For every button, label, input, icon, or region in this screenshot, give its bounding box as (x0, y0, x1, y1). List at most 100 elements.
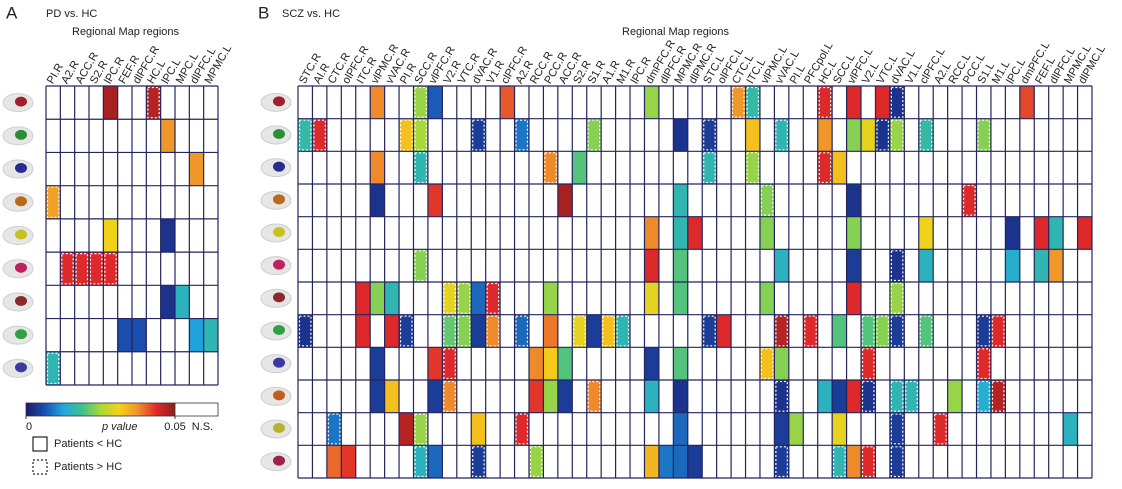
heatmap-cell (889, 412, 905, 446)
heatmap-cell (687, 216, 703, 250)
heatmap-cell (774, 380, 789, 413)
dashed-outline (890, 315, 904, 347)
heatmap-cell (543, 314, 558, 348)
dashed-outline (515, 119, 529, 151)
dashed-outline (602, 315, 615, 347)
heatmap-cell (644, 86, 659, 119)
dashed-outline (298, 119, 312, 151)
heatmap-cell (1063, 412, 1078, 446)
dashed-outline (861, 315, 875, 347)
heatmap-cell (673, 184, 688, 217)
x-axis-label: Regional Map regions (72, 26, 180, 38)
brain-region (273, 96, 285, 107)
brain-region (273, 161, 285, 172)
dashed-outline (760, 184, 774, 216)
heatmap-cell (370, 151, 385, 184)
heatmap-cell (889, 314, 905, 348)
heatmap-cell (442, 380, 457, 413)
heatmap-cell (947, 380, 963, 413)
colorbar-tick-label: 0.05 (164, 421, 185, 433)
heatmap-cell (355, 314, 371, 348)
brain-region (15, 229, 27, 240)
dashed-outline (804, 315, 817, 347)
heatmap-cell (774, 314, 789, 348)
heatmap-cell (861, 347, 876, 380)
dashed-outline (890, 86, 904, 118)
heatmap-cell (384, 380, 400, 413)
brain-region (15, 295, 27, 306)
heatmap-cell (846, 282, 862, 315)
heatmap-cell (861, 314, 876, 348)
dashed-outline (991, 315, 1005, 347)
brain-region (273, 259, 285, 270)
heatmap-cell (500, 86, 515, 119)
dashed-outline (919, 119, 933, 151)
heatmap-cell (875, 86, 890, 119)
heatmap-cell (341, 445, 356, 478)
dashed-outline (544, 152, 557, 184)
heatmap-cell (427, 445, 443, 478)
dashed-outline (472, 119, 485, 151)
heatmap-cell (89, 252, 104, 286)
heatmap-cell (861, 445, 876, 478)
dashed-outline (919, 315, 933, 347)
panel-label: B (258, 3, 269, 22)
colorbar-ns (174, 402, 219, 417)
dashed-outline (890, 282, 904, 314)
heatmap-cell (875, 314, 890, 348)
dashed-outline (61, 253, 74, 285)
dashed-outline (861, 446, 875, 478)
heatmap-cell (160, 119, 175, 153)
dashed-outline (414, 86, 428, 118)
heatmap-cell (687, 445, 703, 478)
heatmap-cell (745, 151, 760, 184)
heatmap-cell (1019, 86, 1035, 119)
heatmap-cell (832, 445, 847, 478)
heatmap-cell (1048, 216, 1064, 250)
heatmap-cell (312, 118, 327, 152)
dashed-outline (760, 348, 774, 380)
heatmap-cell (413, 249, 428, 282)
colorbar-tick-label: 0 (26, 421, 32, 433)
heatmap-cell (528, 380, 544, 413)
dashed-outline (515, 315, 529, 347)
heatmap-cell (528, 347, 544, 380)
dashed-outline (46, 186, 60, 218)
heatmap-cell (644, 380, 659, 413)
heatmap-cell (990, 314, 1006, 348)
dashed-outline (861, 348, 875, 380)
dashed-outline (327, 413, 341, 445)
brain-region (273, 325, 285, 335)
heatmap-cell (399, 118, 414, 152)
dashed-outline (890, 250, 904, 282)
heatmap-cell (918, 118, 934, 152)
dashed-outline (775, 380, 788, 412)
heatmap-cell (370, 347, 385, 380)
heatmap-cell (817, 380, 833, 413)
heatmap-cell (817, 86, 833, 119)
heatmap-cell (673, 445, 688, 478)
dashed-outline (89, 253, 103, 285)
x-axis-label: Regional Map regions (622, 26, 730, 38)
dashed-outline (977, 380, 991, 412)
heatmap-cell (745, 86, 760, 119)
heatmap-cell (514, 412, 529, 446)
dashed-outline (414, 250, 428, 282)
dashed-outline (890, 446, 904, 478)
legend-label: Patients > HC (54, 461, 122, 473)
heatmap-cell (759, 184, 775, 217)
brain-region (273, 194, 285, 205)
heatmap-cell (846, 445, 862, 478)
heatmap-cell (160, 285, 175, 319)
heatmap-cell (702, 118, 717, 152)
heatmap-cell (160, 218, 175, 253)
heatmap-cell (146, 86, 161, 120)
heatmap-cell (702, 151, 717, 184)
heatmap-cell (861, 118, 876, 152)
heatmap-cell (485, 314, 501, 348)
colorbar (25, 402, 176, 417)
heatmap-cell (370, 86, 385, 119)
heatmap-cell (615, 314, 631, 348)
heatmap-cell (298, 314, 313, 348)
dashed-outline (486, 315, 500, 347)
